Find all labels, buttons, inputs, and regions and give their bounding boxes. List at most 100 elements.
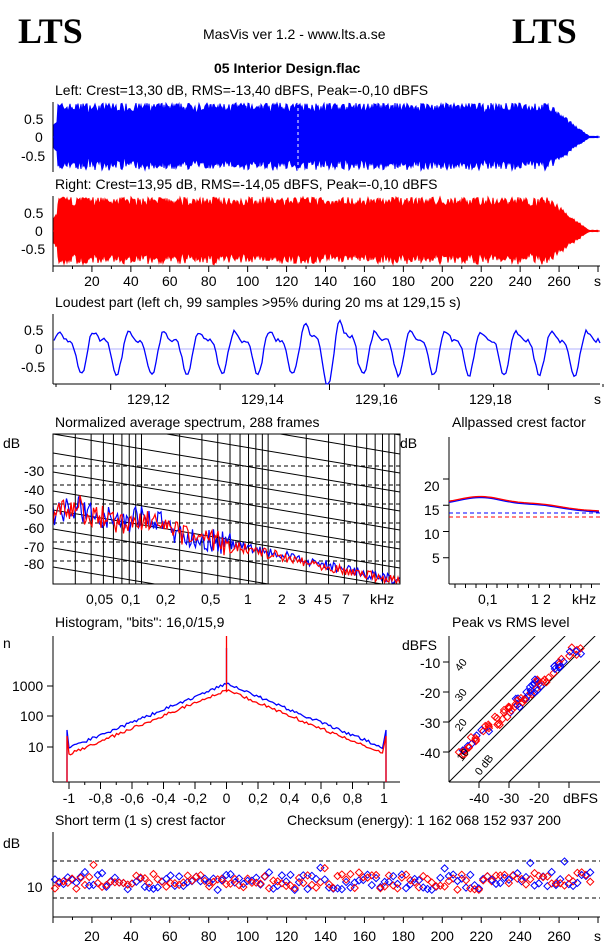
- short-term-point: [346, 869, 355, 879]
- spectrum-grid-diagonal: [53, 471, 400, 531]
- short-term-point: [162, 882, 171, 891]
- histogram-xtick-label: 1: [380, 790, 388, 806]
- spectrum-xtick-2: 0,2: [156, 591, 176, 607]
- short-term-point: [341, 875, 351, 884]
- spectrum-grid-diagonal: [277, 434, 400, 455]
- waveform-xtick-label: 220: [470, 273, 494, 289]
- short-term-ylabel: dB: [3, 835, 20, 851]
- peak-rms-point: [507, 706, 516, 715]
- short-term-point: [478, 876, 488, 885]
- histogram-xtick-label: -0,2: [183, 790, 207, 806]
- short-term-point: [371, 870, 381, 880]
- short-term-point: [260, 872, 270, 881]
- waveform-xunit: s: [594, 273, 601, 289]
- waveform-xtick-label: 180: [392, 273, 416, 289]
- peak-rms-point: [505, 702, 514, 712]
- short-term-point: [196, 870, 205, 880]
- short-term-point: [367, 880, 377, 890]
- short-term-point: [423, 874, 432, 884]
- short-term-xtick-label: 80: [201, 928, 217, 944]
- peak-rms-point: [565, 647, 575, 656]
- histogram-xtick-label: 0: [223, 790, 231, 806]
- peak-rms-point: [530, 675, 540, 684]
- short-term-point: [200, 874, 210, 884]
- short-term-point: [50, 884, 60, 893]
- spectrum-xtick-0: 0,05: [86, 591, 113, 607]
- short-term-point: [290, 883, 299, 893]
- peak-rms-point: [479, 726, 488, 736]
- short-term-point: [453, 885, 462, 894]
- short-term-xtick-label: 140: [314, 928, 338, 944]
- short-term-point: [436, 873, 445, 883]
- short-term-point: [461, 876, 471, 885]
- short-term-point: [192, 872, 201, 882]
- short-term-point: [337, 870, 347, 879]
- short-term-xtick-label: 160: [353, 928, 377, 944]
- peak-rms-point: [499, 707, 509, 717]
- short-term-point: [273, 877, 282, 886]
- peak-rms-diagonal: [478, 660, 600, 782]
- short-term-point: [376, 884, 385, 893]
- histogram-xtick-label: 0,8: [343, 790, 363, 806]
- short-term-xtick-label: 60: [162, 928, 178, 944]
- short-term-point: [513, 869, 522, 878]
- loudest-part-chart: Loudest part (left ch, 99 samples >95% d…: [21, 294, 604, 407]
- peak-rms-point: [538, 677, 548, 687]
- spectrum-grid-diagonal: [53, 282, 400, 340]
- short-term-point: [393, 884, 402, 893]
- short-term-point: [384, 877, 394, 886]
- waveform-xtick-label: 100: [236, 273, 260, 289]
- loudest-xtick-2: 129,16: [355, 391, 398, 407]
- allpassed-left-series: [448, 496, 600, 513]
- short-term-point: [354, 868, 364, 877]
- short-term-point: [573, 878, 582, 888]
- short-term-point: [76, 873, 85, 883]
- peak-rms-point: [557, 654, 566, 664]
- short-term-point: [324, 879, 334, 889]
- short-term-point: [119, 878, 128, 888]
- peak-rms-point: [518, 697, 527, 707]
- short-term-point: [585, 877, 595, 887]
- loudest-ytick-0: 0.5: [24, 322, 44, 338]
- allpassed-title: Allpassed crest factor: [452, 414, 586, 430]
- short-term-xtick-label: 200: [431, 928, 455, 944]
- waveform-xtick-label: 40: [123, 273, 139, 289]
- logo-left: LTS: [18, 11, 83, 51]
- spectrum-ylabel: dB: [3, 435, 20, 451]
- histogram-xtick-label: -0,6: [120, 790, 144, 806]
- short-term-point: [526, 858, 535, 868]
- file-name: 05 Interior Design.flac: [214, 60, 361, 76]
- peak-rms-xtick-0: -40: [469, 790, 489, 806]
- peak-rms-ytick-1: -20: [420, 685, 440, 701]
- left-ytick-1: 0: [35, 129, 43, 145]
- peak-rms-point: [458, 746, 467, 755]
- spectrum-grid-diagonal: [53, 339, 400, 397]
- spectrum-xtick-3: 0,5: [201, 591, 221, 607]
- histogram-right-series: [66, 636, 387, 782]
- waveform-xtick-label: 20: [84, 273, 100, 289]
- spectrum-xtick-6: 3: [298, 591, 306, 607]
- short-term-point: [517, 874, 526, 884]
- spectrum-xtick-9: 7: [342, 591, 350, 607]
- short-term-point: [393, 879, 402, 889]
- short-term-xunit: s: [594, 928, 601, 944]
- short-term-point: [110, 873, 120, 882]
- short-term-point: [80, 867, 90, 877]
- short-term-point: [401, 883, 411, 893]
- spectrum-xtick-8: 5: [324, 591, 332, 607]
- loudest-ytick-1: 0: [35, 341, 43, 357]
- short-term-xticks: 20 40 60 80 100 120 140 160 180 200 220 240 260: [52, 917, 599, 944]
- short-term-point: [93, 878, 103, 888]
- short-term-point: [200, 876, 210, 886]
- short-term-point: [84, 872, 94, 882]
- waveform-xtick-label: 120: [275, 273, 299, 289]
- spectrum-title: Normalized average spectrum, 288 frames: [55, 414, 320, 430]
- spectrum-xunit: kHz: [370, 591, 394, 607]
- short-term-point: [350, 883, 359, 893]
- allpassed-xtick-2: 2: [543, 591, 551, 607]
- short-term-point: [440, 882, 449, 891]
- short-term-point: [534, 879, 544, 888]
- short-term-point: [277, 871, 287, 880]
